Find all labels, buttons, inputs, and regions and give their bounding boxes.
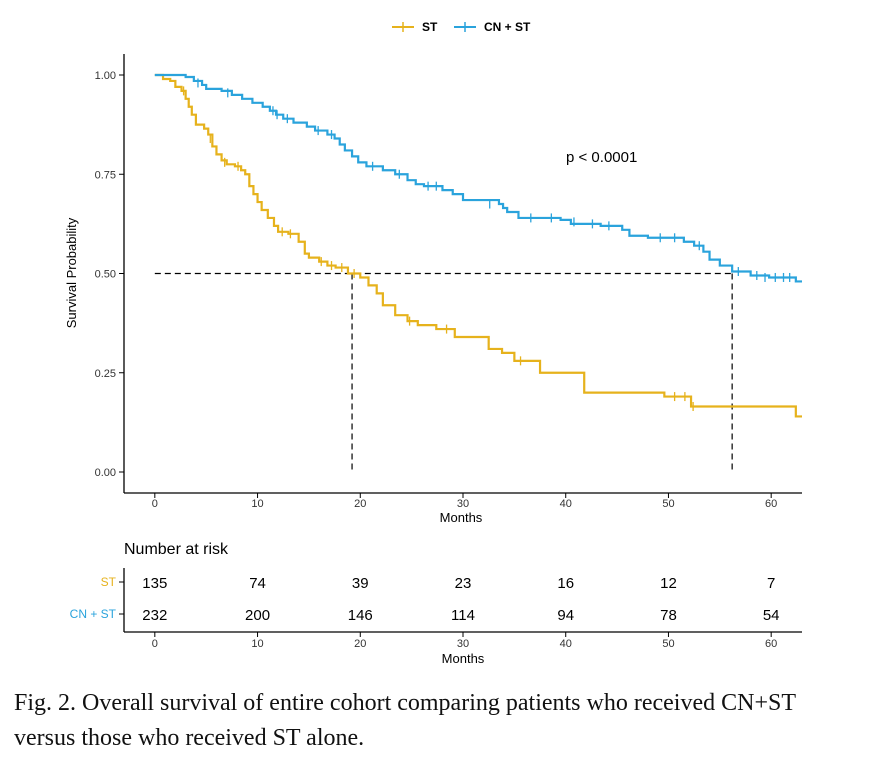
risk-value-0-4: 16 xyxy=(557,575,574,592)
y-tick-label-4: 1.00 xyxy=(95,70,116,82)
x-tick-label-1: 10 xyxy=(251,498,263,510)
risk-value-0-0: 135 xyxy=(142,575,167,592)
risk-x-tick-label-2: 20 xyxy=(354,638,366,650)
survival-curve-0 xyxy=(154,73,802,418)
risk-value-1-0: 232 xyxy=(142,607,167,624)
risk-value-1-5: 78 xyxy=(660,607,677,624)
legend-label-1: CN + ST xyxy=(484,20,531,34)
risk-x-tick-label-3: 30 xyxy=(457,638,469,650)
survival-figure: ST CN + ST 0.00 0.25 0.50 0.75 1.00 0 10 20 30 40… xyxy=(64,20,802,666)
risk-table: Number at risk ST 135 74 39 23 16 12 7 CN + ST 23… xyxy=(70,541,802,666)
legend-label-0: ST xyxy=(422,20,438,34)
figure-caption: Fig. 2. Overall survival of entire cohor… xyxy=(14,690,796,751)
y-tick-label-1: 0.25 xyxy=(95,368,116,380)
risk-value-0-3: 23 xyxy=(455,575,472,592)
risk-value-1-1: 200 xyxy=(245,607,270,624)
risk-table-x-label: Months xyxy=(442,651,485,666)
risk-x-tick-label-0: 0 xyxy=(152,638,158,650)
y-axis-label: Survival Probability xyxy=(64,217,79,328)
censor-marks xyxy=(182,78,791,411)
p-value-annotation: p < 0.0001 xyxy=(566,149,637,166)
risk-row-label-1: CN + ST xyxy=(70,607,117,621)
x-tick-label-2: 20 xyxy=(354,498,366,510)
y-tick-label-0: 0.00 xyxy=(95,467,116,479)
risk-value-0-2: 39 xyxy=(352,575,369,592)
risk-value-0-1: 74 xyxy=(249,575,266,592)
km-plot: 0.00 0.25 0.50 0.75 1.00 0 10 20 30 40 50 60 Survi… xyxy=(64,54,802,525)
risk-row-label-0: ST xyxy=(101,575,117,589)
median-lines xyxy=(154,272,733,472)
x-tick-label-5: 50 xyxy=(662,498,674,510)
x-tick-label-4: 40 xyxy=(560,498,572,510)
risk-table-x-ticks: 0 10 20 30 40 50 60 xyxy=(152,632,777,650)
y-tick-label-3: 0.75 xyxy=(95,169,116,181)
risk-value-0-5: 12 xyxy=(660,575,677,592)
risk-value-1-2: 146 xyxy=(348,607,373,624)
risk-x-tick-label-6: 60 xyxy=(765,638,777,650)
risk-table-title: Number at risk xyxy=(124,541,229,558)
y-tick-label-2: 0.50 xyxy=(95,269,116,281)
y-axis-ticks: 0.00 0.25 0.50 0.75 1.00 xyxy=(95,70,124,479)
x-tick-label-6: 60 xyxy=(765,498,777,510)
risk-value-1-3: 114 xyxy=(451,607,475,624)
risk-x-tick-label-1: 10 xyxy=(251,638,263,650)
survival-curves xyxy=(154,73,802,418)
survival-curve-1 xyxy=(154,73,802,283)
risk-x-tick-label-5: 50 xyxy=(662,638,674,650)
risk-value-1-6: 54 xyxy=(763,607,780,624)
x-axis-label: Months xyxy=(440,510,483,525)
x-axis-ticks: 0 10 20 30 40 50 60 xyxy=(152,493,777,510)
risk-value-0-6: 7 xyxy=(767,575,775,592)
x-tick-label-0: 0 xyxy=(152,498,158,510)
risk-value-1-4: 94 xyxy=(557,607,574,624)
risk-table-rows: ST 135 74 39 23 16 12 7 CN + ST 232 200 146 114 94 78 5… xyxy=(70,575,780,624)
risk-x-tick-label-4: 40 xyxy=(560,638,572,650)
x-tick-label-3: 30 xyxy=(457,498,469,510)
legend: ST CN + ST xyxy=(392,20,531,34)
